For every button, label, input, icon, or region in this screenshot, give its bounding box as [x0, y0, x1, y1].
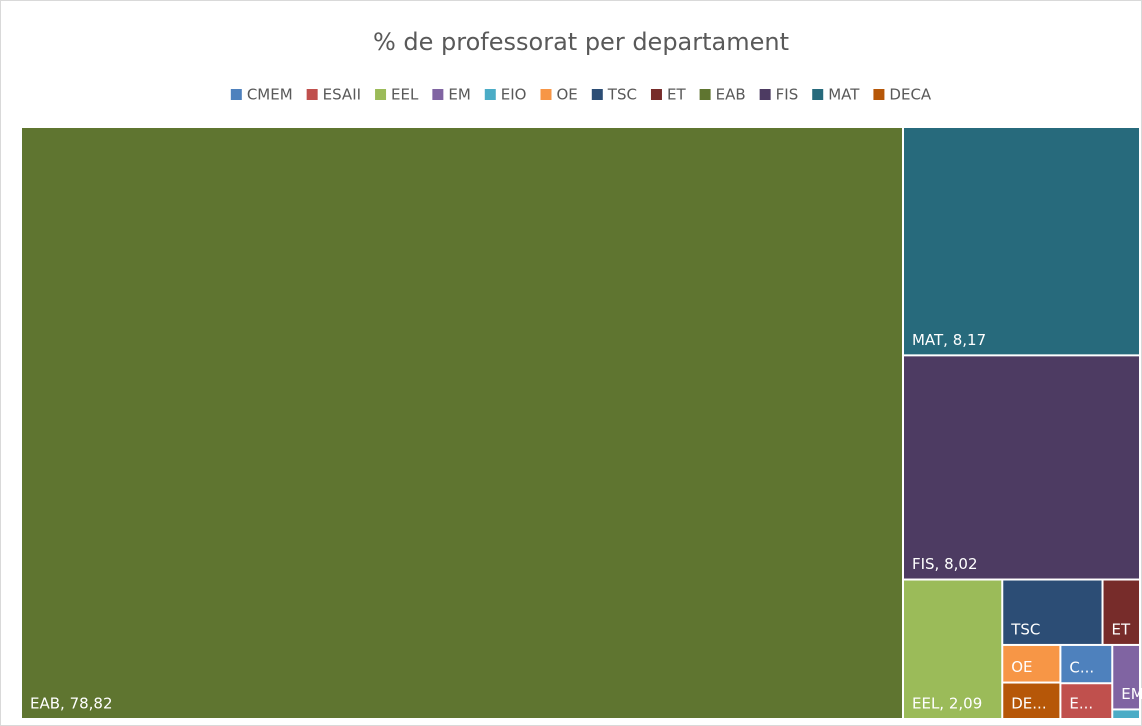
chart-title: % de professorat per departament: [373, 28, 789, 56]
legend-label: EIO: [501, 86, 527, 104]
legend-swatch: [650, 89, 662, 100]
legend-label: FIS: [776, 86, 799, 104]
legend-label: CMEM: [247, 86, 293, 104]
legend-label: EM: [448, 86, 470, 104]
tile-label: E...: [1069, 695, 1093, 713]
legend-swatch: [699, 89, 711, 100]
legend-label: OE: [557, 86, 578, 104]
legend-swatch: [591, 89, 603, 100]
treemap-tile: [1103, 580, 1139, 644]
tile-label: EAB, 78,82: [30, 695, 113, 713]
tile-label: DE...: [1011, 695, 1046, 713]
treemap-tile: [903, 580, 1002, 718]
tile-label: EEL, 2,09: [912, 695, 982, 713]
tile-label: TSC: [1010, 620, 1040, 638]
legend-label: EAB: [716, 86, 746, 104]
legend-swatch: [375, 89, 387, 100]
treemap-tile: [903, 128, 1139, 355]
treemap-tile: [1003, 683, 1060, 718]
legend-label: EEL: [391, 86, 419, 104]
tile-label: OE: [1011, 658, 1032, 676]
legend-swatch: [432, 89, 444, 100]
tile-label: MAT, 8,17: [912, 331, 986, 349]
treemap-tile: [1113, 645, 1139, 709]
legend-swatch: [230, 89, 242, 100]
treemap-tile: [1003, 580, 1102, 644]
legend-swatch: [540, 89, 552, 100]
legend-label: TSC: [607, 86, 637, 104]
legend-label: ET: [667, 86, 686, 104]
legend-swatch: [484, 89, 496, 100]
treemap-tile: [1113, 710, 1139, 718]
treemap-tile: [22, 128, 902, 718]
treemap-tile: [1061, 645, 1112, 683]
treemap-tile: [903, 356, 1139, 579]
treemap-tile: [1061, 684, 1112, 718]
legend-swatch: [759, 89, 771, 100]
legend-swatch: [812, 89, 824, 100]
legend-swatch: [873, 89, 885, 100]
legend-label: ESAII: [323, 86, 361, 104]
tile-label: C...: [1069, 659, 1094, 677]
tile-label: EM: [1121, 685, 1142, 703]
tile-label: FIS, 8,02: [912, 555, 978, 573]
legend-label: DECA: [889, 86, 932, 104]
legend-label: MAT: [828, 86, 860, 104]
tile-label: ET: [1112, 620, 1131, 638]
treemap-tile: [1003, 645, 1060, 682]
legend-swatch: [306, 89, 318, 100]
